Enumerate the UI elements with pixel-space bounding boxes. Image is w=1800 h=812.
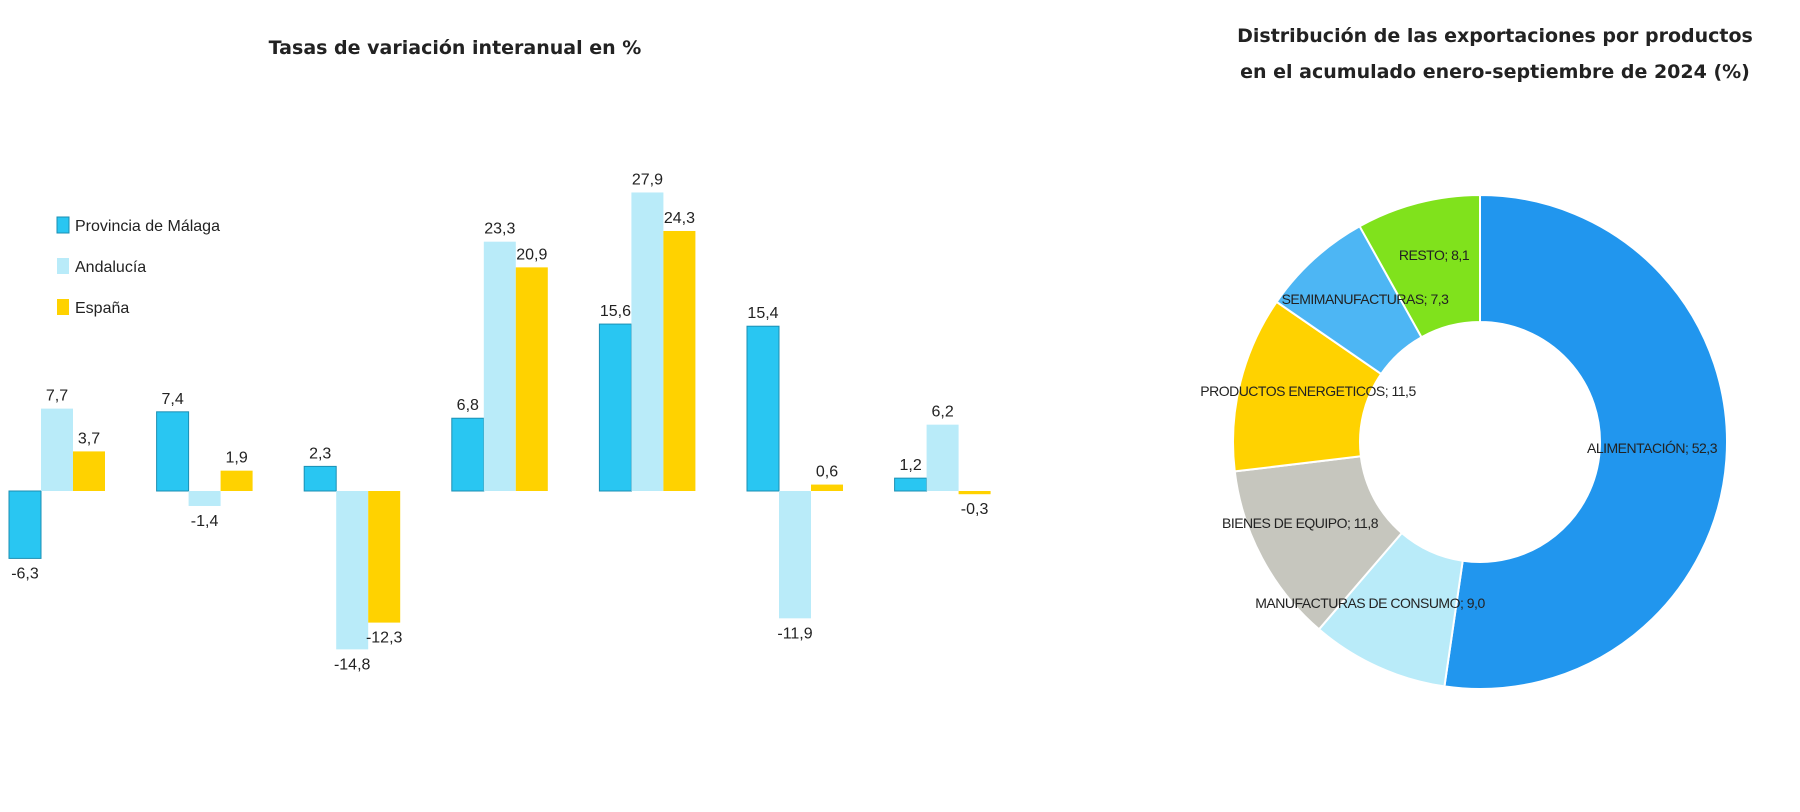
bar-andalucia	[779, 491, 811, 619]
legend-swatch	[56, 216, 70, 234]
donut-slice	[1358, 193, 1481, 339]
bar-espana	[958, 491, 991, 495]
bar-espana	[663, 230, 696, 492]
donut-slice-label: MANUFACTURAS DE CONSUMO; 9,0	[1255, 595, 1485, 611]
bar-data-label: -6,3	[11, 565, 39, 582]
bar-data-label: 20,9	[516, 246, 547, 263]
bar-andalucia	[926, 424, 959, 491]
bar-data-label: 2,3	[309, 445, 331, 462]
donut-slice-label: SEMIMANUFACTURAS; 7,3	[1282, 291, 1450, 307]
donut-slice	[1443, 193, 1728, 690]
bar-data-label: 24,3	[664, 210, 695, 227]
bar-malaga	[894, 477, 928, 492]
bar-data-label: 15,4	[747, 305, 778, 322]
bar-malaga	[598, 323, 632, 492]
bar-data-label: -12,3	[366, 630, 403, 647]
bar-data-label: 1,9	[225, 450, 247, 467]
bar-malaga	[8, 490, 42, 559]
bar-data-label: 1,2	[899, 457, 921, 474]
bar-andalucia	[188, 491, 221, 506]
bar-data-label: 6,8	[457, 397, 479, 414]
bar-data-label: 3,7	[78, 430, 100, 447]
bar-espana	[811, 484, 843, 491]
bar-data-label: -14,8	[334, 656, 371, 673]
bar-data-label: 23,3	[484, 221, 515, 238]
legend-swatch	[57, 299, 69, 315]
pie-chart-title-line2: en el acumulado enero-septiembre de 2024…	[1240, 61, 1750, 83]
bar-data-label: -11,9	[777, 625, 812, 642]
bar-malaga	[451, 417, 485, 492]
bar-espana	[220, 470, 253, 491]
bar-malaga	[156, 411, 190, 492]
bar-data-label: -1,4	[191, 513, 219, 530]
donut-slice-label: PRODUCTOS ENERGETICOS; 11,5	[1200, 383, 1416, 399]
legend-label: Andalucía	[75, 259, 146, 276]
bar-espana	[515, 267, 548, 491]
legend-label: Provincia de Málaga	[75, 218, 220, 235]
bar-espana	[368, 491, 401, 623]
bar-malaga	[746, 325, 780, 492]
bar-data-label: 7,4	[161, 391, 183, 408]
pie-chart-title-line1: Distribución de las exportaciones por pr…	[1237, 25, 1753, 47]
bar-andalucia	[336, 491, 369, 650]
bar-data-label: 6,2	[931, 404, 953, 421]
bar-espana	[73, 451, 105, 491]
bar-chart-title: Tasas de variación interanual en %	[269, 37, 642, 59]
bar-andalucia	[631, 192, 664, 491]
bar-malaga	[303, 465, 337, 492]
donut-slice-label: BIENES DE EQUIPO; 11,8	[1222, 515, 1379, 531]
legend-swatch	[57, 258, 69, 274]
bar-data-label: -0,3	[961, 501, 989, 518]
bar-data-label: 15,6	[600, 303, 631, 320]
legend-label: España	[75, 300, 129, 317]
donut-slice-label: ALIMENTACIÓN; 52,3	[1587, 440, 1718, 456]
bar-data-label: 27,9	[632, 171, 663, 188]
bar-data-label: 7,7	[46, 388, 68, 405]
bar-andalucia	[41, 408, 73, 491]
donut-slice-label: RESTO; 8,1	[1399, 247, 1470, 263]
bar-data-label: 0,6	[816, 464, 838, 481]
bar-andalucia	[483, 241, 516, 491]
